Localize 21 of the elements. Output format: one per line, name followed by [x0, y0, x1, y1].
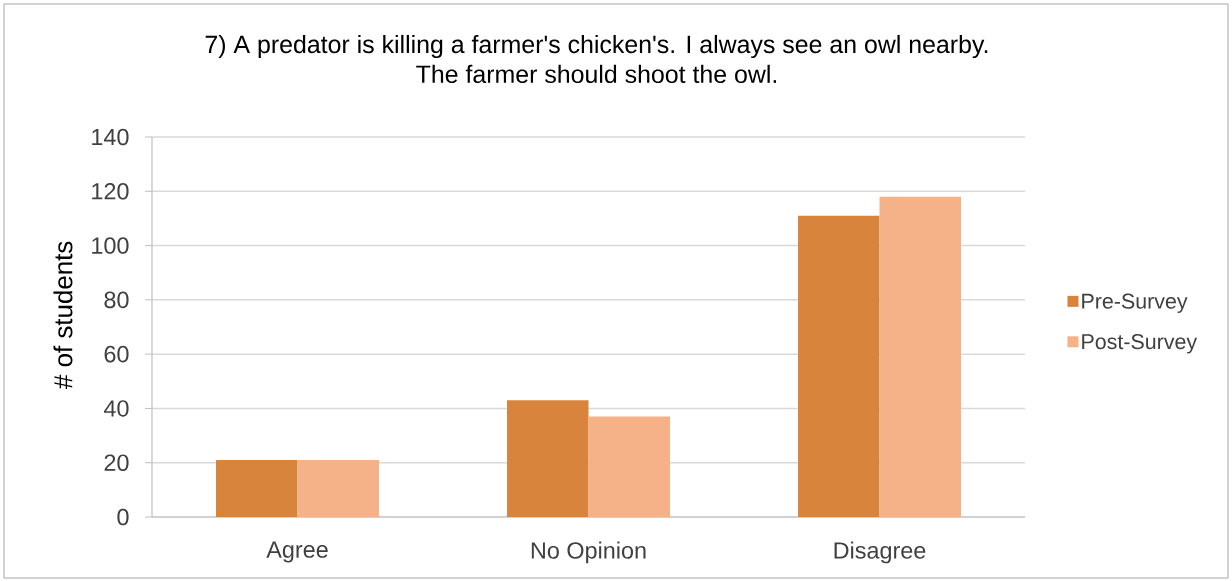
- x-tick-label: No Opinion: [531, 541, 646, 564]
- bar: [297, 460, 379, 517]
- y-tick-label: 80: [104, 291, 129, 309]
- bar: [216, 460, 298, 517]
- bar: [798, 215, 880, 517]
- bar: [507, 400, 589, 517]
- y-tick-label: 100: [92, 237, 129, 254]
- legend-label: Pre-Survey: [1082, 293, 1188, 314]
- x-tick-label: Agree: [266, 541, 328, 563]
- legend-label: Post-Survey: [1082, 334, 1198, 354]
- bar: [879, 196, 961, 517]
- bar: [588, 416, 670, 517]
- chart-title: 7) A predator is killing a farmer's chicken's. I always see an owl nearby. The farmer should shoot the owl.: [205, 34, 988, 84]
- y-tick-label: 140: [92, 128, 129, 146]
- y-axis-title: # of students: [53, 241, 73, 389]
- y-tick-label: 20: [104, 454, 129, 472]
- x-tick-label: Disagree: [834, 541, 926, 564]
- y-tick-label: 60: [104, 345, 129, 363]
- y-tick-label: 40: [103, 400, 129, 417]
- y-tick-label: 0: [117, 508, 129, 526]
- y-tick-label: 120: [92, 183, 129, 200]
